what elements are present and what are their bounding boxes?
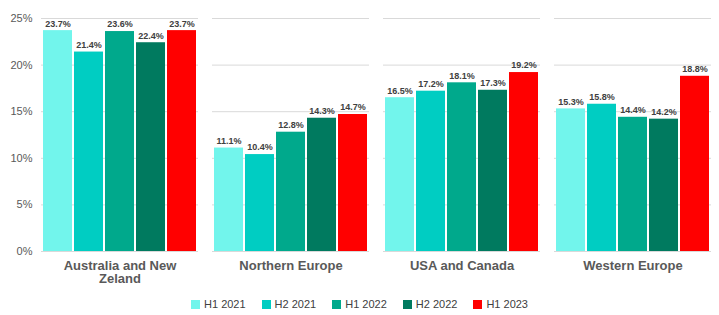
svg-text:16.5%: 16.5%: [387, 86, 413, 96]
svg-text:17.2%: 17.2%: [418, 79, 444, 89]
svg-text:5%: 5%: [17, 198, 33, 210]
svg-text:Northern Europe: Northern Europe: [239, 258, 342, 273]
svg-text:15.3%: 15.3%: [558, 97, 584, 107]
svg-text:18.8%: 18.8%: [682, 64, 708, 74]
svg-text:0%: 0%: [17, 245, 33, 257]
svg-text:14.3%: 14.3%: [309, 106, 335, 116]
svg-text:10%: 10%: [10, 152, 32, 164]
svg-text:21.4%: 21.4%: [76, 40, 102, 50]
svg-text:Australia and NewZeland: Australia and NewZeland: [64, 258, 178, 286]
html-text:H1 2021: H1 2021: [204, 298, 246, 310]
html-text:H2 2021: H2 2021: [274, 298, 317, 310]
svg-text:19.2%: 19.2%: [511, 60, 537, 70]
svg-text:14.4%: 14.4%: [620, 105, 646, 115]
svg-text:15%: 15%: [10, 105, 32, 117]
svg-text:22.4%: 22.4%: [138, 31, 164, 41]
svg-text:11.1%: 11.1%: [216, 136, 241, 146]
svg-text:23.7%: 23.7%: [45, 18, 71, 28]
svg-text:17.3%: 17.3%: [480, 78, 506, 88]
svg-text:25%: 25%: [10, 12, 32, 24]
html-text:H1 2023: H1 2023: [486, 298, 528, 310]
svg-text:23.6%: 23.6%: [107, 19, 133, 29]
svg-text:Western Europe: Western Europe: [583, 258, 682, 273]
svg-text:12.8%: 12.8%: [278, 120, 304, 130]
svg-text:14.7%: 14.7%: [340, 102, 366, 112]
svg-text:23.7%: 23.7%: [169, 18, 195, 28]
svg-text:USA and Canada: USA and Canada: [410, 258, 515, 273]
svg-text:18.1%: 18.1%: [449, 71, 475, 81]
svg-text:14.2%: 14.2%: [651, 107, 677, 117]
html-text:H1 2022: H1 2022: [345, 298, 387, 310]
svg-text:20%: 20%: [10, 59, 32, 71]
svg-text:15.8%: 15.8%: [589, 92, 615, 102]
svg-text:10.4%: 10.4%: [247, 142, 273, 152]
html-text:H2 2022: H2 2022: [415, 298, 458, 310]
